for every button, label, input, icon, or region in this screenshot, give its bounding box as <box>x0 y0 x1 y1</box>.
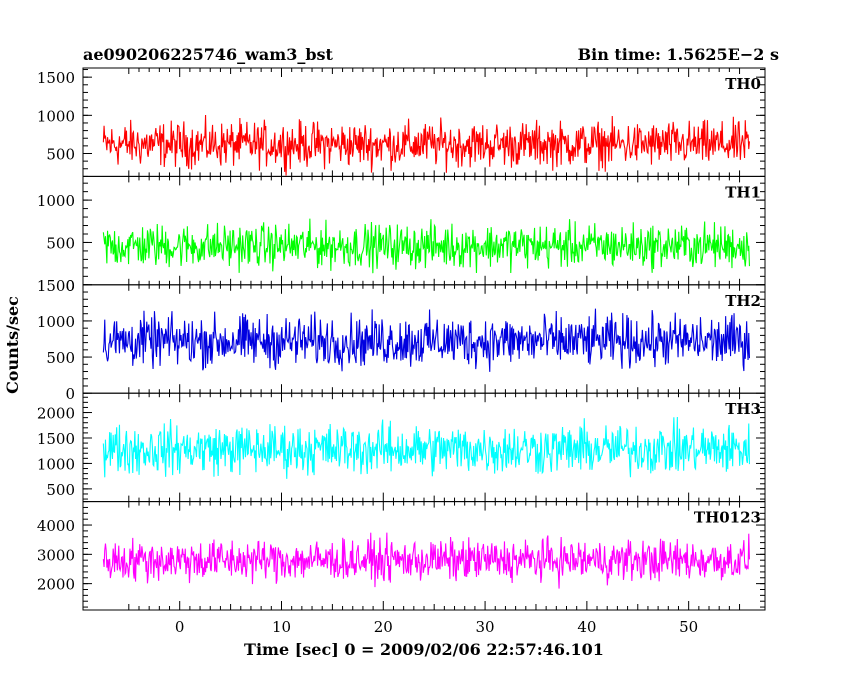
y-tick-label: 500 <box>46 234 75 252</box>
x-tick-label: 10 <box>272 618 291 636</box>
panel-frame <box>82 67 766 177</box>
y-tick-label: 0 <box>65 277 75 295</box>
y-tick-label: 2000 <box>37 576 75 594</box>
panel-label-th0123: TH0123 <box>694 509 761 527</box>
y-tick-label: 3000 <box>37 546 75 564</box>
y-tick-label: 1000 <box>37 313 75 331</box>
panel-label-th0: TH0 <box>725 75 761 93</box>
panel-label-th3: TH3 <box>725 400 761 418</box>
x-tick-label: 40 <box>577 618 596 636</box>
y-tick-label: 1000 <box>37 107 75 125</box>
x-tick-label: 20 <box>374 618 393 636</box>
series-line-th1 <box>102 218 751 274</box>
panel-th2: 0 500 1000 1500 TH2 <box>37 277 766 403</box>
y-tick-label: 500 <box>46 481 75 499</box>
x-tick-label: 0 <box>175 618 185 636</box>
x-tick-label: 50 <box>679 618 698 636</box>
series-line-th0 <box>102 114 751 176</box>
panel-th0123: 2000 3000 4000 TH0123 <box>37 501 766 611</box>
y-tick-label: 4000 <box>37 517 75 535</box>
y-tick-label: 0 <box>65 385 75 403</box>
y-tick-label: 500 <box>46 145 75 163</box>
panel-th1: 0 500 1000 TH1 <box>37 175 766 295</box>
panel-label-th2: TH2 <box>725 292 761 310</box>
y-tick-label: 1500 <box>37 277 75 295</box>
series-line-th2 <box>102 308 751 372</box>
y-tick-label: 1000 <box>37 192 75 210</box>
chart-title: ae090206225746_wam3_bst <box>83 45 334 64</box>
panel-th0: 500 1000 1500 TH0 <box>37 67 766 177</box>
y-tick-label: 500 <box>46 349 75 367</box>
y-tick-label: 1500 <box>37 430 75 448</box>
y-tick-label: 1000 <box>37 455 75 473</box>
series-line-th3 <box>102 416 751 479</box>
panel-frame <box>82 175 766 286</box>
bin-time-label: Bin time: 1.5625E−2 s <box>578 45 779 64</box>
x-tick-label: 30 <box>476 618 495 636</box>
panel-th3: 500 1000 1500 2000 TH3 <box>37 392 766 503</box>
series-line-th0123 <box>102 532 751 589</box>
x-axis-label: Time [sec] 0 = 2009/02/06 22:57:46.101 <box>244 640 604 659</box>
panel-label-th1: TH1 <box>725 183 761 201</box>
y-tick-label: 1500 <box>37 69 75 87</box>
y-axis-label: Counts/sec <box>3 296 22 394</box>
y-tick-label: 2000 <box>37 405 75 423</box>
